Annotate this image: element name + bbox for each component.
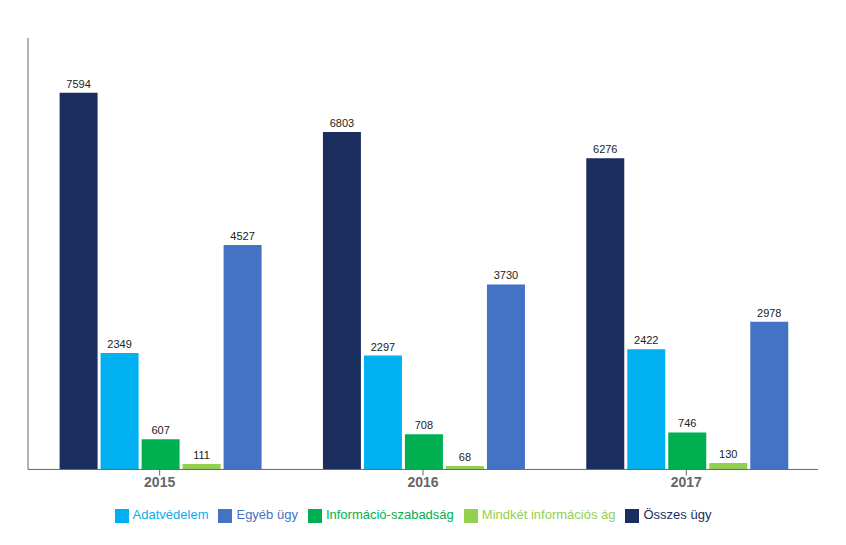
svg-text:2978: 2978	[757, 307, 781, 319]
svg-text:111: 111	[193, 449, 210, 461]
svg-text:130: 130	[719, 448, 737, 460]
svg-text:2349: 2349	[107, 338, 131, 350]
svg-text:607: 607	[151, 424, 169, 436]
svg-text:6803: 6803	[330, 117, 354, 129]
svg-text:746: 746	[678, 417, 696, 429]
svg-text:7594: 7594	[66, 78, 90, 90]
svg-text:3730: 3730	[494, 269, 518, 281]
html-text:Adatvédelem: Adatvédelem	[132, 507, 209, 523]
svg-text:6276: 6276	[593, 143, 617, 155]
svg-text:2017: 2017	[671, 474, 702, 490]
html-text:Mindkét információs ág: Mindkét információs ág	[481, 507, 616, 523]
html-text:Egyéb ügy: Egyéb ügy	[236, 507, 298, 523]
html-text:Információ-szabadság: Információ-szabadság	[325, 507, 454, 523]
svg-text:708: 708	[415, 419, 433, 431]
svg-text:2297: 2297	[371, 341, 395, 353]
svg-text:2422: 2422	[634, 334, 658, 346]
html-text:Összes ügy: Összes ügy	[643, 507, 712, 523]
svg-text:68: 68	[459, 451, 471, 463]
svg-text:2015: 2015	[144, 474, 175, 490]
svg-text:4527: 4527	[230, 230, 254, 242]
svg-text:2016: 2016	[407, 474, 438, 490]
